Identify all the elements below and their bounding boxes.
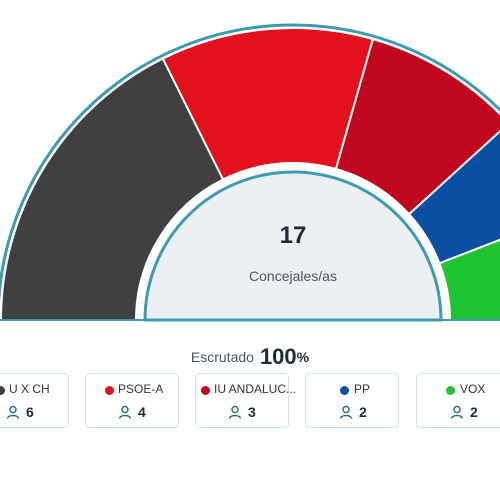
- total-seats: 17: [279, 222, 307, 249]
- hemicycle-center: [143, 170, 443, 322]
- party-seat-count: 2: [359, 404, 367, 420]
- total-seats-label: Concejales/as: [249, 268, 337, 284]
- person-icon: [450, 405, 464, 419]
- party-card-iu[interactable]: IU ANDALUC... 3: [195, 373, 296, 428]
- scrutiny-value: 100: [259, 344, 297, 369]
- hemicycle-svg: [0, 23, 500, 322]
- scrutiny-label: Escrutado: [190, 349, 254, 365]
- party-name: IU ANDALUC...: [214, 382, 297, 396]
- party-color-dot: [340, 386, 349, 395]
- scrutiny-status: Escrutado 100%: [0, 344, 500, 370]
- party-card-psoe[interactable]: PSOE-A 4: [85, 373, 179, 428]
- party-card-uxch[interactable]: U X CH 6: [0, 373, 69, 428]
- party-card-pp[interactable]: PP 2: [305, 373, 399, 428]
- person-icon: [339, 405, 353, 419]
- party-seat-count: 3: [248, 404, 256, 420]
- party-name: U X CH: [9, 382, 50, 396]
- person-icon: [118, 405, 132, 419]
- party-name: PP: [354, 382, 371, 396]
- person-icon: [6, 405, 20, 419]
- person-icon: [228, 405, 242, 419]
- party-color-dot: [105, 386, 114, 395]
- hemicycle-chart: 17 Concejales/as: [0, 23, 500, 322]
- party-color-dot: [446, 386, 455, 395]
- party-card-vox[interactable]: VOX 2: [416, 373, 500, 428]
- party-name: VOX: [460, 382, 486, 396]
- party-color-dot: [0, 386, 5, 395]
- party-seat-count: 6: [26, 404, 34, 420]
- party-name: PSOE-A: [118, 382, 164, 396]
- party-seat-count: 4: [138, 404, 146, 420]
- scrutiny-unit: %: [296, 349, 310, 365]
- hemicycle-outline: [0, 23, 500, 304]
- party-color-dot: [201, 386, 210, 395]
- party-seat-count: 2: [470, 404, 478, 420]
